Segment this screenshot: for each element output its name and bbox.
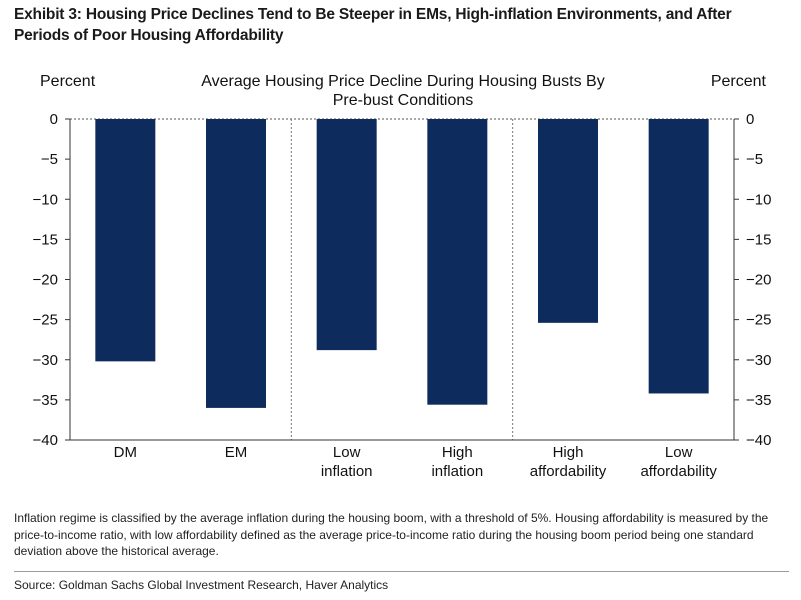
bar-4 <box>427 119 488 405</box>
left-tick-label-4: −15 <box>33 231 58 248</box>
right-tick-label-1: 0 <box>746 111 754 128</box>
right-tick-label-5: −20 <box>746 272 771 289</box>
plot-area: 0 0 −5 −5 −10 −10 −15 −15 −20 −20 −25 −25 −30 −30 −35 −… <box>33 111 772 480</box>
bar-3 <box>316 119 377 351</box>
exhibit-title: Exhibit 3: Housing Price Declines Tend t… <box>14 6 732 44</box>
left-axis-label: Percent <box>40 73 96 90</box>
category-label-4-line-1: High <box>442 444 473 461</box>
bar-2 <box>206 119 266 408</box>
left-tick-label-9: −40 <box>33 432 58 449</box>
left-tick-label-7: −30 <box>33 352 58 369</box>
chart-title-line-1: Average Housing Price Decline During Hou… <box>201 73 604 90</box>
right-axis-label: Percent <box>711 73 767 90</box>
footnote: Inflation regime is classified by the av… <box>14 511 769 558</box>
category-label-1: DM <box>114 444 137 461</box>
left-tick-label-2: −5 <box>41 151 58 168</box>
category-label-6-line-2: affordability <box>640 463 717 480</box>
right-tick-label-7: −30 <box>746 352 771 369</box>
category-label-3-line-1: Low <box>333 444 361 461</box>
category-label-6-line-1: Low <box>665 444 693 461</box>
bar-5 <box>538 119 598 323</box>
left-tick-label-1: 0 <box>50 111 58 128</box>
bar-1 <box>95 119 156 362</box>
category-label-4-line-2: inflation <box>431 463 483 480</box>
left-tick-label-5: −20 <box>33 272 58 289</box>
right-tick-label-6: −25 <box>746 312 771 329</box>
left-tick-label-3: −10 <box>33 191 58 208</box>
right-tick-label-3: −10 <box>746 191 771 208</box>
source-note: Source: Goldman Sachs Global Investment … <box>14 578 389 592</box>
category-label-5-line-2: affordability <box>530 463 607 480</box>
left-tick-label-8: −35 <box>33 392 58 409</box>
category-label-5-line-1: High <box>553 444 584 461</box>
left-tick-label-6: −25 <box>33 312 58 329</box>
category-label-3-line-2: inflation <box>321 463 373 480</box>
category-label-2: EM <box>225 444 248 461</box>
bar-6 <box>648 119 709 394</box>
bar-chart: Percent Percent Average Housing Price De… <box>33 73 772 480</box>
chart-title-line-2: Pre-bust Conditions <box>333 92 474 109</box>
right-tick-label-2: −5 <box>746 151 763 168</box>
right-tick-label-9: −40 <box>746 432 771 449</box>
right-tick-label-4: −15 <box>746 231 771 248</box>
right-tick-label-8: −35 <box>746 392 771 409</box>
source-divider <box>14 571 789 572</box>
